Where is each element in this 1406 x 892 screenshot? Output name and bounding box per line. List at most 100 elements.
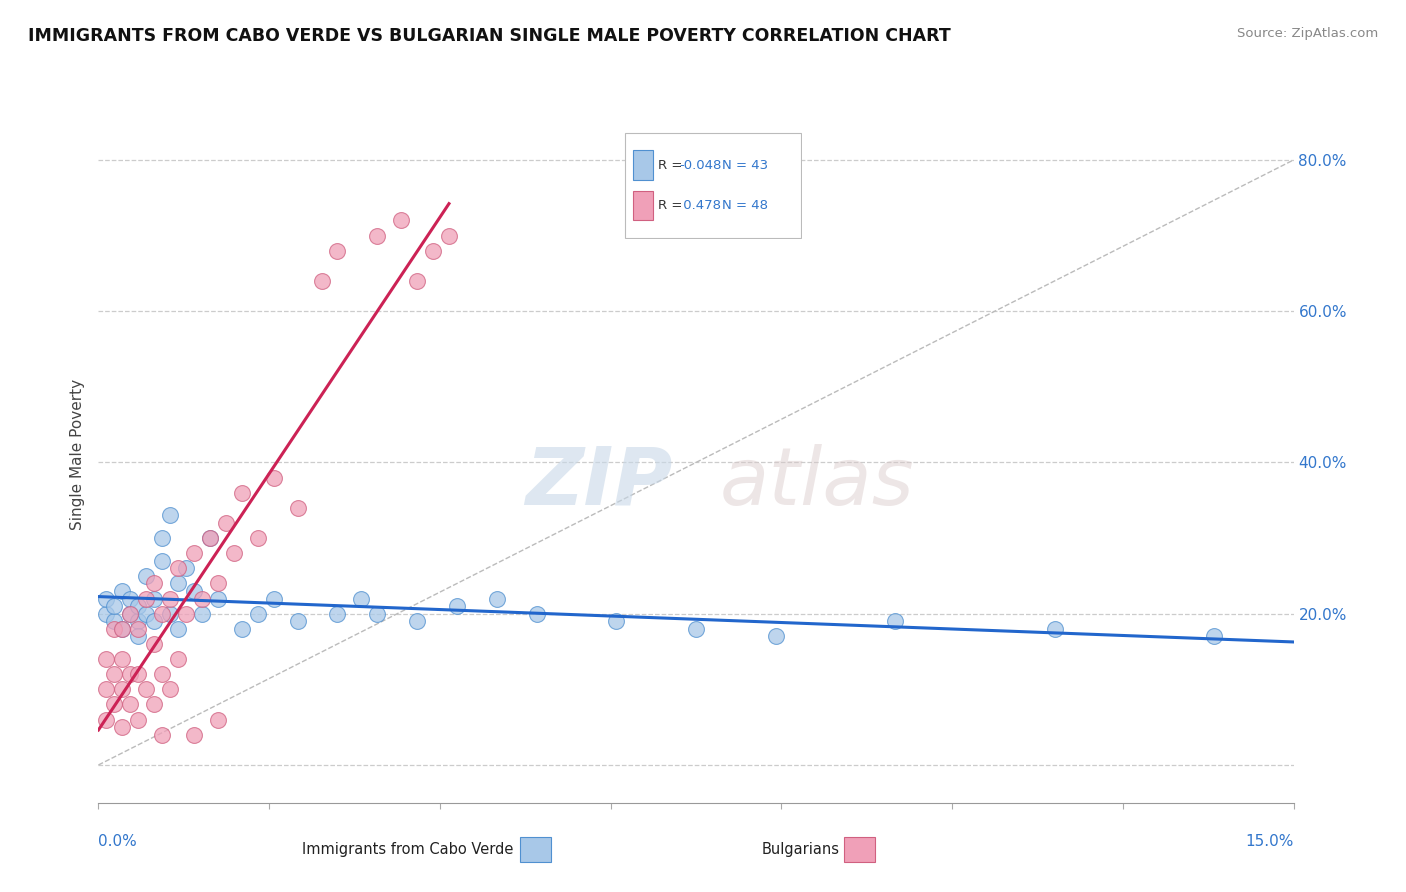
Point [183, 728, 205, 742]
Text: 0.478: 0.478 [679, 199, 721, 212]
Point [389, 213, 412, 227]
Point [143, 576, 166, 591]
Point [96, 591, 118, 606]
Point [143, 591, 166, 606]
Point [111, 622, 134, 636]
Point [159, 682, 181, 697]
Point [150, 531, 173, 545]
Point [287, 615, 309, 629]
Point [1202, 629, 1225, 643]
Text: 0.0%: 0.0% [98, 834, 138, 849]
Text: IMMIGRANTS FROM CABO VERDE VS BULGARIAN SINGLE MALE POVERTY CORRELATION CHART: IMMIGRANTS FROM CABO VERDE VS BULGARIAN … [28, 27, 950, 45]
Point [167, 561, 190, 575]
Point [103, 698, 125, 712]
Point [120, 607, 142, 621]
Point [150, 607, 173, 621]
Point [103, 622, 125, 636]
Point [127, 629, 149, 643]
Text: N = 43: N = 43 [721, 159, 768, 171]
Point [326, 607, 349, 621]
Point [198, 531, 221, 545]
Point [127, 599, 149, 614]
Text: 15.0%: 15.0% [1246, 834, 1294, 849]
Point [120, 698, 142, 712]
Point [111, 652, 134, 666]
Point [311, 274, 333, 288]
Point [135, 607, 157, 621]
Point [103, 667, 125, 681]
Text: -0.048: -0.048 [679, 159, 721, 171]
Point [120, 607, 142, 621]
Point [191, 607, 214, 621]
Point [150, 667, 173, 681]
Point [446, 599, 468, 614]
Point [111, 720, 134, 734]
Point [350, 591, 373, 606]
Point [127, 713, 149, 727]
Text: N = 48: N = 48 [721, 199, 768, 212]
Point [526, 607, 548, 621]
Y-axis label: Single Male Poverty: Single Male Poverty [70, 379, 86, 531]
Point [143, 637, 166, 651]
Point [135, 682, 157, 697]
Point [111, 682, 134, 697]
Text: Immigrants from Cabo Verde: Immigrants from Cabo Verde [302, 842, 513, 856]
Point [263, 470, 285, 484]
Point [263, 591, 285, 606]
Point [135, 591, 157, 606]
Bar [633, 191, 652, 220]
Point [246, 607, 269, 621]
Point [143, 698, 166, 712]
Point [437, 228, 460, 243]
Point [222, 546, 245, 560]
Point [150, 728, 173, 742]
Point [207, 591, 229, 606]
Point [191, 591, 214, 606]
Point [406, 615, 429, 629]
Point [103, 615, 125, 629]
Point [150, 554, 173, 568]
Point [159, 508, 181, 523]
Point [183, 546, 205, 560]
Point [366, 228, 388, 243]
Point [103, 599, 125, 614]
Point [246, 531, 269, 545]
Point [96, 713, 118, 727]
Point [183, 584, 205, 599]
Point [96, 682, 118, 697]
Point [120, 667, 142, 681]
Point [120, 591, 142, 606]
Point [406, 274, 429, 288]
Point [326, 244, 349, 258]
Point [422, 244, 444, 258]
Point [167, 622, 190, 636]
Point [231, 485, 253, 500]
Point [167, 576, 190, 591]
Point [127, 622, 149, 636]
Point [207, 576, 229, 591]
Point [159, 607, 181, 621]
Point [174, 561, 197, 575]
Point [135, 569, 157, 583]
Point [231, 622, 253, 636]
Point [605, 615, 627, 629]
Point [111, 622, 134, 636]
Point [198, 531, 221, 545]
Point [765, 629, 787, 643]
Point [215, 516, 238, 530]
Point [287, 500, 309, 515]
Point [159, 591, 181, 606]
Point [207, 713, 229, 727]
Text: Source: ZipAtlas.com: Source: ZipAtlas.com [1237, 27, 1378, 40]
Point [127, 667, 149, 681]
Text: Bulgarians: Bulgarians [762, 842, 839, 856]
Point [366, 607, 388, 621]
Point [485, 591, 508, 606]
Text: R =: R = [658, 159, 686, 171]
Text: atlas: atlas [720, 443, 915, 522]
Point [1043, 622, 1066, 636]
Point [884, 615, 907, 629]
Point [127, 615, 149, 629]
Point [143, 615, 166, 629]
Point [111, 584, 134, 599]
